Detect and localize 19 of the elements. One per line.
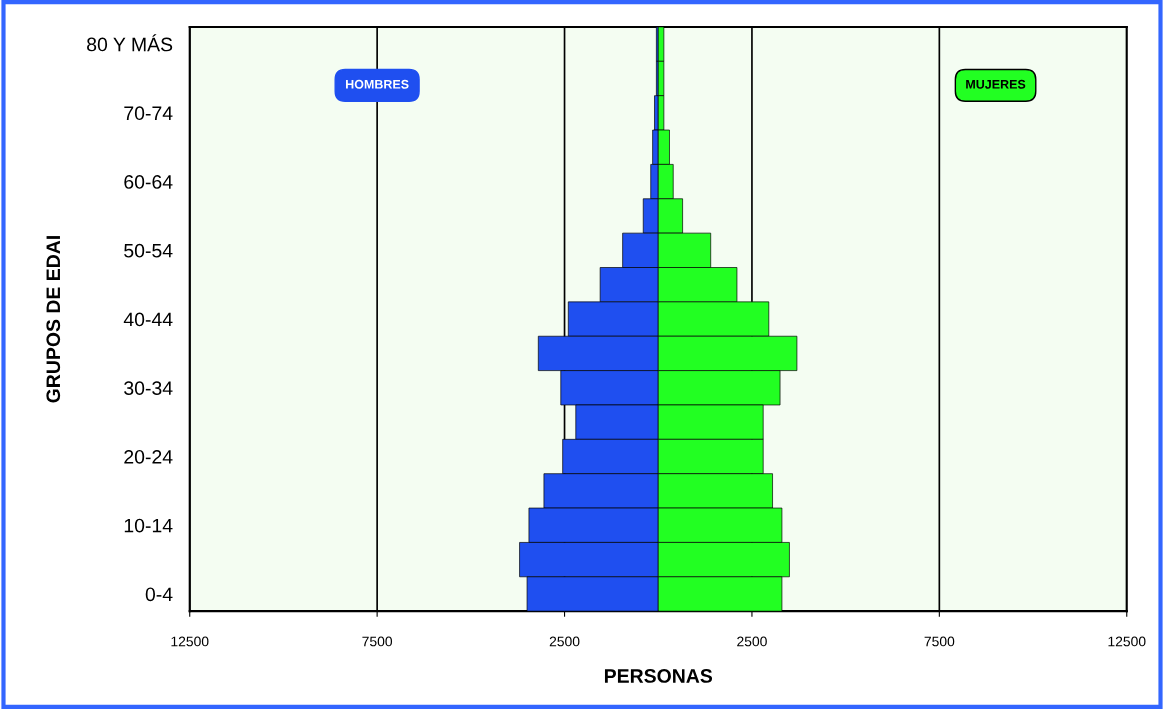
x-tick-label: 12500 [1108,636,1146,647]
y-tick-label: 50-54 [124,243,173,258]
x-tick-label: 2500 [549,636,580,647]
x-tick-label: 7500 [362,636,393,647]
text: MUJERES [966,79,1026,89]
x-tick-label: 2500 [737,636,767,647]
x-tick-label: 12500 [171,636,209,647]
y-tick-label: 60-64 [124,175,173,189]
y-tick-label: 40-44 [123,312,173,327]
x-axis-title: PERSONAS [604,669,713,683]
y-tick-label: 20-24 [124,449,173,464]
y-tick-label: 70-74 [124,106,173,121]
y-tick-label: 0-4 [145,587,173,602]
y-axis-title: GRUPOS DE EDAI [46,236,61,403]
text: HOMBRES [346,79,409,89]
y-tick-label: 30-34 [124,381,173,396]
y-tick-label: 10-14 [124,518,173,533]
y-tick-label: 80 Y MÁS [87,34,173,52]
x-tick-label: 7500 [924,636,955,647]
